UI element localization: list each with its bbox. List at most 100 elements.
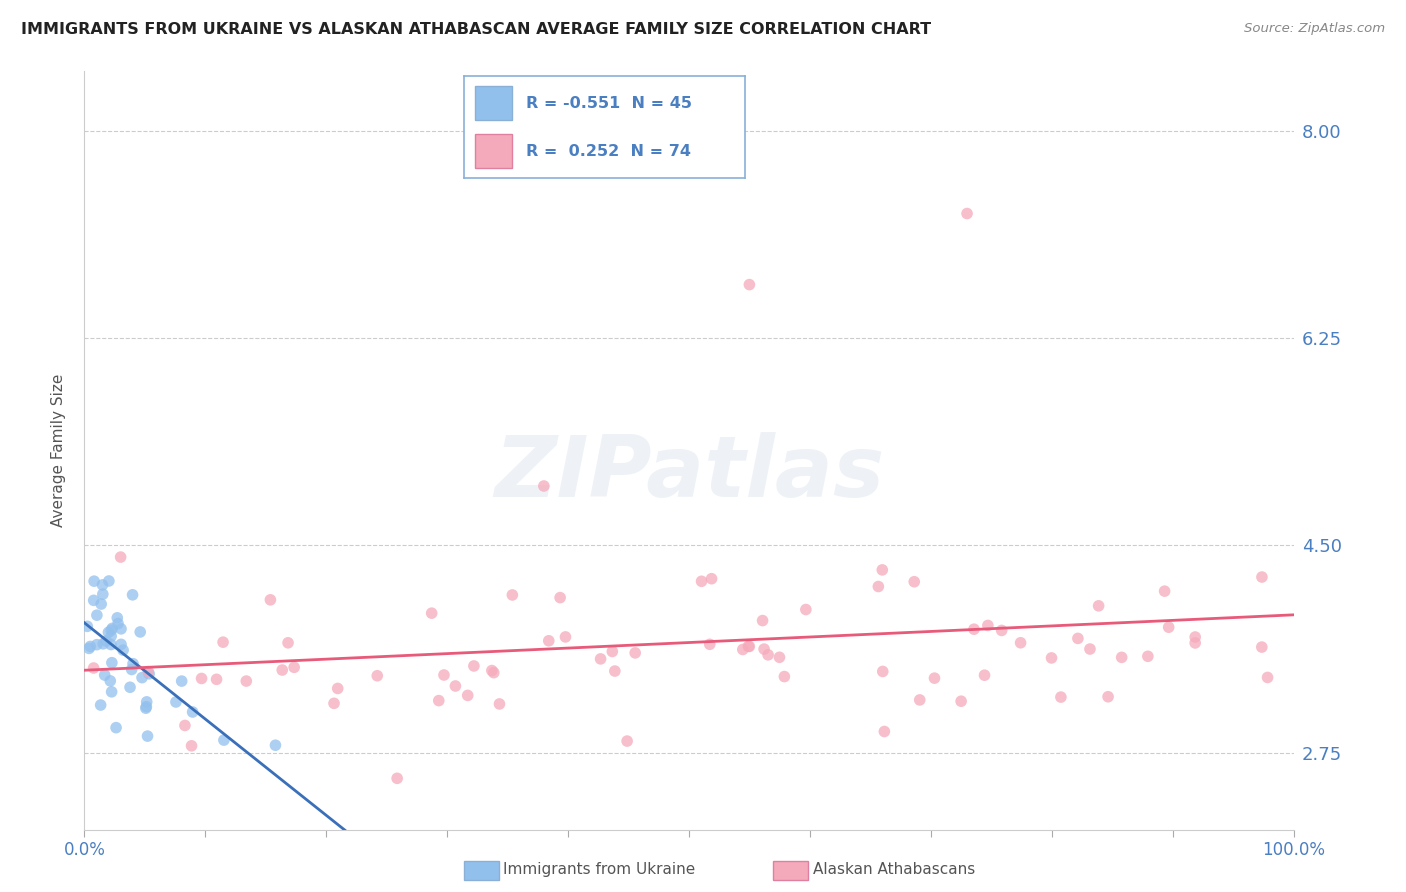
Point — [433, 668, 456, 682]
Point — [91, 587, 114, 601]
Point — [94, 634, 117, 648]
Point — [131, 671, 153, 685]
Point — [427, 693, 450, 707]
Point — [121, 663, 143, 677]
Point — [79, 640, 101, 654]
Point — [97, 625, 120, 640]
Point — [118, 680, 141, 694]
Point — [93, 668, 115, 682]
Point — [533, 479, 555, 493]
Point — [1010, 636, 1032, 650]
Point — [212, 635, 235, 649]
Text: R = -0.551  N = 45: R = -0.551 N = 45 — [526, 95, 692, 111]
Point — [110, 637, 132, 651]
Point — [205, 673, 228, 687]
Point — [86, 638, 108, 652]
Point — [973, 668, 995, 682]
Point — [616, 734, 638, 748]
Point — [135, 699, 157, 714]
Point — [1078, 642, 1101, 657]
Point — [122, 657, 145, 671]
Point — [271, 663, 294, 677]
Point — [548, 591, 571, 605]
Point — [482, 665, 505, 680]
Point — [101, 656, 124, 670]
Point — [77, 641, 100, 656]
Point — [731, 642, 754, 657]
Point — [773, 669, 796, 683]
Text: Immigrants from Ukraine: Immigrants from Ukraine — [503, 863, 696, 877]
Point — [1050, 690, 1073, 705]
Point — [872, 563, 894, 577]
Point — [1157, 620, 1180, 634]
Point — [963, 622, 986, 636]
Point — [501, 588, 523, 602]
Point — [83, 574, 105, 589]
Text: Alaskan Athabascans: Alaskan Athabascans — [813, 863, 974, 877]
Point — [737, 640, 759, 654]
Point — [1250, 640, 1272, 654]
Text: R =  0.252  N = 74: R = 0.252 N = 74 — [526, 144, 690, 159]
Point — [950, 694, 973, 708]
Point — [1184, 636, 1206, 650]
Point — [603, 664, 626, 678]
Point — [768, 650, 790, 665]
Point — [444, 679, 467, 693]
Point — [100, 638, 122, 652]
Point — [107, 616, 129, 631]
Point — [457, 689, 479, 703]
Point — [794, 602, 817, 616]
Point — [1251, 570, 1274, 584]
Point — [180, 739, 202, 753]
Point — [326, 681, 349, 696]
Point — [481, 664, 503, 678]
Point — [699, 637, 721, 651]
Point — [212, 733, 235, 747]
Point — [83, 593, 105, 607]
Point — [100, 685, 122, 699]
Point — [1097, 690, 1119, 704]
Point — [101, 621, 124, 635]
Point — [690, 574, 713, 589]
Point — [1087, 599, 1109, 613]
Point — [420, 606, 443, 620]
Point — [738, 277, 761, 292]
Point — [537, 633, 560, 648]
Point — [1067, 632, 1090, 646]
Point — [554, 630, 576, 644]
Text: IMMIGRANTS FROM UKRAINE VS ALASKAN ATHABASCAN AVERAGE FAMILY SIZE CORRELATION CH: IMMIGRANTS FROM UKRAINE VS ALASKAN ATHAB… — [21, 22, 931, 37]
Point — [1153, 584, 1175, 599]
Point — [873, 724, 896, 739]
Text: Source: ZipAtlas.com: Source: ZipAtlas.com — [1244, 22, 1385, 36]
Point — [135, 701, 157, 715]
Point — [90, 698, 112, 712]
Point — [91, 578, 114, 592]
Point — [264, 738, 287, 752]
Point — [908, 693, 931, 707]
Point — [112, 643, 135, 657]
Point — [756, 648, 779, 662]
Point — [602, 644, 624, 658]
Point — [135, 695, 157, 709]
Point — [977, 618, 1000, 632]
Point — [738, 640, 761, 654]
Point — [235, 674, 257, 689]
Text: ZIPatlas: ZIPatlas — [494, 432, 884, 515]
Point — [277, 636, 299, 650]
Point — [385, 772, 408, 786]
Point — [956, 206, 979, 220]
Point — [366, 669, 388, 683]
Point — [624, 646, 647, 660]
Point — [488, 697, 510, 711]
Point — [990, 624, 1012, 638]
Point — [105, 721, 128, 735]
Point — [752, 642, 775, 657]
Point — [110, 550, 132, 565]
Point — [138, 666, 160, 681]
Point — [903, 574, 925, 589]
Point — [190, 672, 212, 686]
Point — [259, 592, 281, 607]
Point — [700, 572, 723, 586]
Point — [105, 611, 128, 625]
Point — [924, 671, 946, 685]
